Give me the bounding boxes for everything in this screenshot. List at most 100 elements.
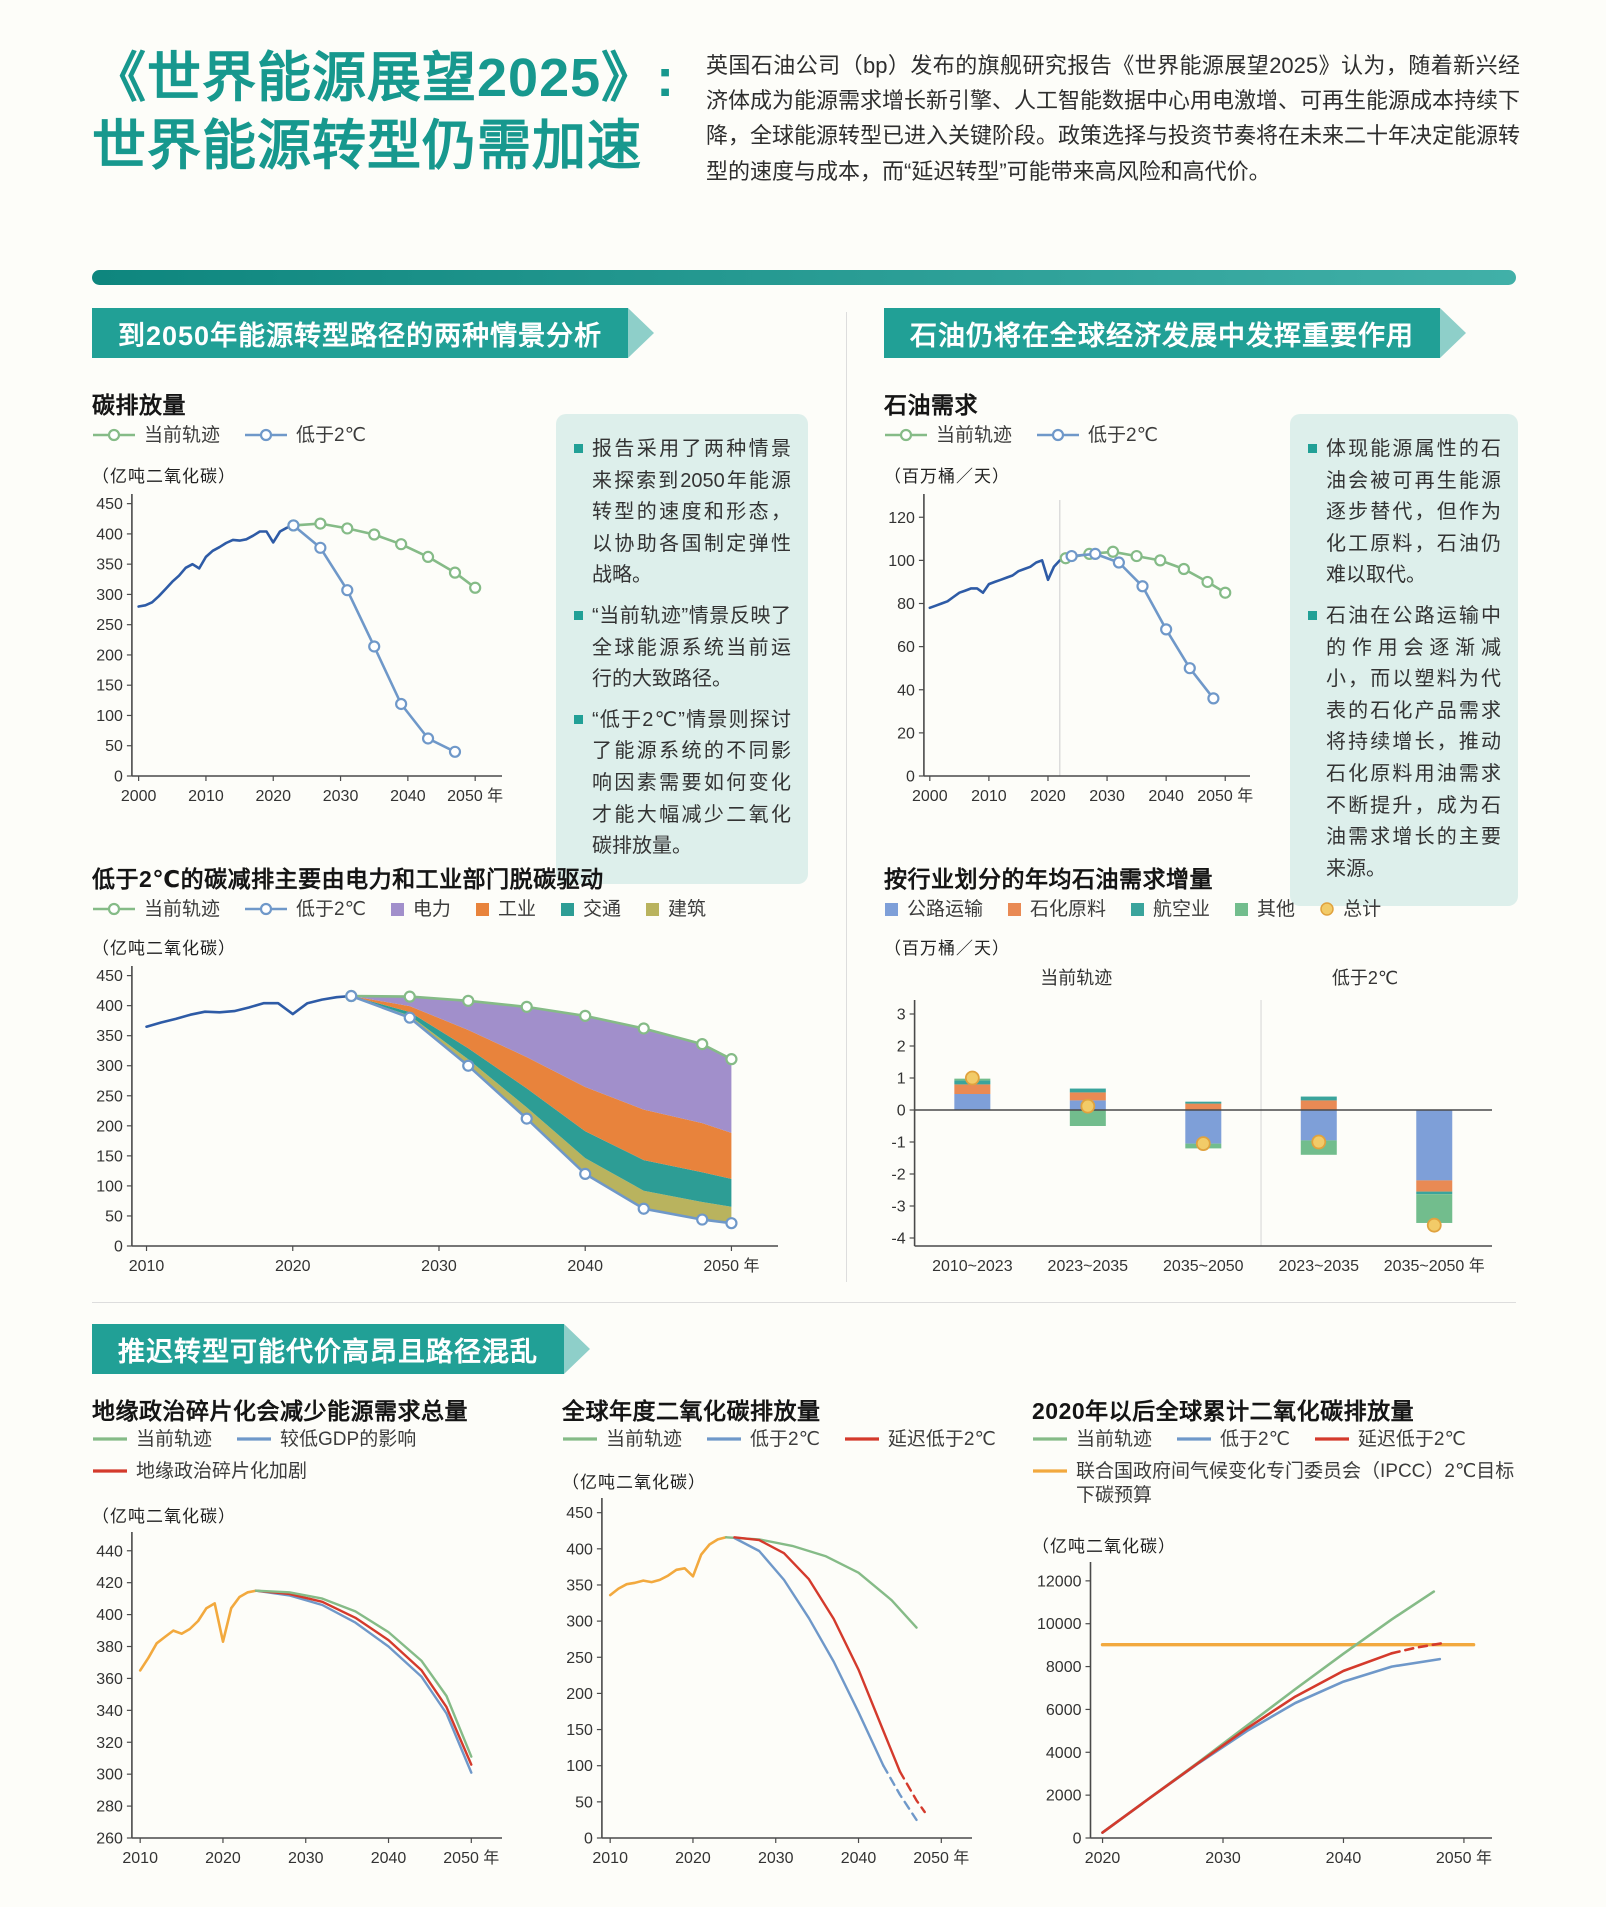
- chart-legend-oil-demand: 当前轨迹 低于2℃: [884, 424, 1284, 449]
- svg-text:2050 年: 2050 年: [1197, 787, 1253, 805]
- chart-legend-geopolitics: 当前轨迹 较低GDP的影响 地缘政治碎片化加剧: [92, 1428, 532, 1484]
- chart-unit-geopolitics: （亿吨二氧化碳）: [92, 1507, 236, 1527]
- chart-unit-oil-demand: （百万桶／天）: [884, 467, 1010, 487]
- svg-text:280: 280: [96, 1799, 123, 1816]
- svg-text:-4: -4: [891, 1231, 905, 1248]
- legend-item: 当前轨迹: [884, 424, 1012, 449]
- svg-text:2020: 2020: [255, 788, 291, 805]
- chart-legend-cumulative-co2: 当前轨迹 低于2℃ 延迟低于2℃ 联合国政府间气候变化专门委员会（IPCC）2℃目标下…: [1032, 1428, 1532, 1509]
- svg-text:60: 60: [897, 639, 915, 656]
- dot-swatch-icon: [1320, 902, 1334, 916]
- svg-text:20: 20: [897, 725, 915, 742]
- svg-text:360: 360: [96, 1671, 123, 1688]
- legend-item: 低于2℃: [1176, 1428, 1290, 1453]
- chart-title-oil-demand: 石油需求: [884, 392, 978, 418]
- svg-text:450: 450: [566, 1505, 593, 1522]
- svg-text:2050 年: 2050 年: [703, 1257, 759, 1275]
- chart-title-cumulative-co2: 2020年以后全球累计二氧化碳排放量: [1032, 1398, 1415, 1424]
- chart-legend-sector-growth: 公路运输 石化原料 航空业 其他 总计: [884, 898, 1524, 923]
- svg-text:低于2℃: 低于2℃: [1332, 968, 1398, 988]
- banner-oil: 石油仍将在全球经济发展中发挥重要作用: [884, 308, 1466, 358]
- svg-text:2030: 2030: [421, 1258, 457, 1275]
- svg-text:0: 0: [114, 1239, 123, 1256]
- square-swatch-icon: [1235, 903, 1249, 916]
- svg-text:2035~2050: 2035~2050: [1163, 1258, 1244, 1275]
- legend-item: 电力: [390, 898, 451, 923]
- banner-scenarios: 到2050年能源转型路径的两种情景分析: [92, 308, 655, 358]
- chart-title-sector-growth: 按行业划分的年均石油需求增量: [884, 866, 1213, 892]
- legend-item: 低于2℃: [244, 898, 366, 923]
- note-item: “低于2℃”情景则探讨了能源系统的不同影响因素需要如何变化才能大幅减少二氧化碳排…: [573, 705, 791, 863]
- svg-text:-1: -1: [891, 1135, 905, 1152]
- svg-text:10000: 10000: [1037, 1616, 1082, 1633]
- svg-text:2040: 2040: [1326, 1850, 1362, 1867]
- svg-text:0: 0: [897, 1103, 906, 1120]
- note-list-oil: 体现能源属性的石油会被可再生能源逐步替代，但作为化工原料，石油仍难以取代。 石油…: [1307, 434, 1501, 885]
- svg-text:400: 400: [566, 1541, 593, 1558]
- line-marker-swatch-icon: [93, 428, 135, 442]
- line-swatch-icon: [93, 1469, 127, 1473]
- svg-text:2020: 2020: [275, 1258, 311, 1275]
- line-swatch-icon: [1033, 1469, 1067, 1473]
- svg-text:2030: 2030: [1205, 1850, 1241, 1867]
- line-swatch-icon: [1314, 1437, 1349, 1441]
- chart-legend-decarb-drivers: 当前轨迹 低于2℃ 电力 工业 交通 建筑: [92, 898, 822, 923]
- svg-text:2010: 2010: [122, 1850, 158, 1867]
- note-box-oil: 体现能源属性的石油会被可再生能源逐步替代，但作为化工原料，石油仍难以取代。 石油…: [1290, 414, 1518, 907]
- svg-text:2020: 2020: [1085, 1850, 1121, 1867]
- line-swatch-icon: [237, 1437, 272, 1441]
- chart-unit-sector-growth: （百万桶／天）: [884, 939, 1010, 959]
- column-divider-line: [846, 312, 847, 1282]
- svg-text:3: 3: [897, 1007, 906, 1024]
- legend-item: 低于2℃: [706, 1428, 820, 1453]
- svg-text:2: 2: [897, 1039, 906, 1056]
- chart-annual-co2: 0 50 100 150 200 250 300 350 400 450 2010 2020 2030 2…: [566, 1498, 972, 1867]
- chart-sector-growth: 3 2 1 0 -1 -2 -3 -4 2010~2023 2023~2035 2035~2050 2…: [891, 968, 1492, 1275]
- square-swatch-icon: [475, 903, 489, 916]
- svg-text:2040: 2040: [841, 1850, 877, 1867]
- svg-text:2030: 2030: [323, 788, 359, 805]
- svg-text:100: 100: [566, 1758, 593, 1775]
- svg-text:2030: 2030: [758, 1850, 794, 1867]
- svg-text:350: 350: [96, 557, 123, 574]
- svg-text:350: 350: [96, 1028, 123, 1045]
- chart-unit-annual-co2: （亿吨二氧化碳）: [562, 1473, 706, 1493]
- svg-text:440: 440: [96, 1543, 123, 1560]
- svg-text:450: 450: [96, 496, 123, 513]
- svg-text:40: 40: [897, 682, 915, 699]
- line-swatch-icon: [707, 1437, 742, 1441]
- svg-text:4000: 4000: [1046, 1745, 1082, 1762]
- legend-item: 当前轨迹: [92, 424, 220, 449]
- note-item: 体现能源属性的石油会被可再生能源逐步替代，但作为化工原料，石油仍难以取代。: [1307, 434, 1501, 592]
- svg-text:50: 50: [575, 1794, 593, 1811]
- square-swatch-icon: [1008, 903, 1022, 916]
- line-marker-swatch-icon: [885, 428, 927, 442]
- chart-cumulative-co2: 0 2000 4000 6000 8000 10000 12000 2020 2030 2040 2…: [1037, 1562, 1492, 1867]
- svg-text:12000: 12000: [1037, 1573, 1082, 1590]
- chart-geopolitics: 260 280 300 320 340 360 380 400 420 440 2010 2020 20…: [96, 1532, 502, 1867]
- svg-text:2020: 2020: [205, 1850, 241, 1867]
- svg-text:350: 350: [566, 1577, 593, 1594]
- svg-text:2010~2023: 2010~2023: [932, 1258, 1013, 1275]
- legend-item: 总计: [1319, 898, 1381, 923]
- square-swatch-icon: [885, 903, 898, 916]
- line-swatch-icon: [1033, 1437, 1067, 1441]
- svg-text:2010: 2010: [592, 1850, 628, 1867]
- chart-carbon-emissions: 0 50 100 150 200 250 300 350 400 450 2000 2010 2020 2…: [96, 494, 503, 805]
- svg-text:2050 年: 2050 年: [913, 1849, 969, 1867]
- chart-unit-carbon-emissions: （亿吨二氧化碳）: [92, 467, 236, 487]
- svg-text:0: 0: [906, 769, 915, 786]
- svg-text:当前轨迹: 当前轨迹: [1040, 968, 1112, 988]
- legend-item: 公路运输: [884, 898, 983, 923]
- svg-text:0: 0: [114, 769, 123, 786]
- chart-title-annual-co2: 全球年度二氧化碳排放量: [562, 1398, 821, 1424]
- line-swatch-icon: [844, 1437, 879, 1441]
- svg-text:2020: 2020: [1030, 788, 1066, 805]
- legend-item: 较低GDP的影响: [236, 1428, 416, 1453]
- svg-text:80: 80: [897, 596, 915, 613]
- legend-item: 建筑: [645, 898, 706, 923]
- svg-text:2000: 2000: [1046, 1788, 1082, 1805]
- legend-item: 延迟低于2℃: [844, 1428, 996, 1453]
- svg-text:-3: -3: [891, 1199, 905, 1216]
